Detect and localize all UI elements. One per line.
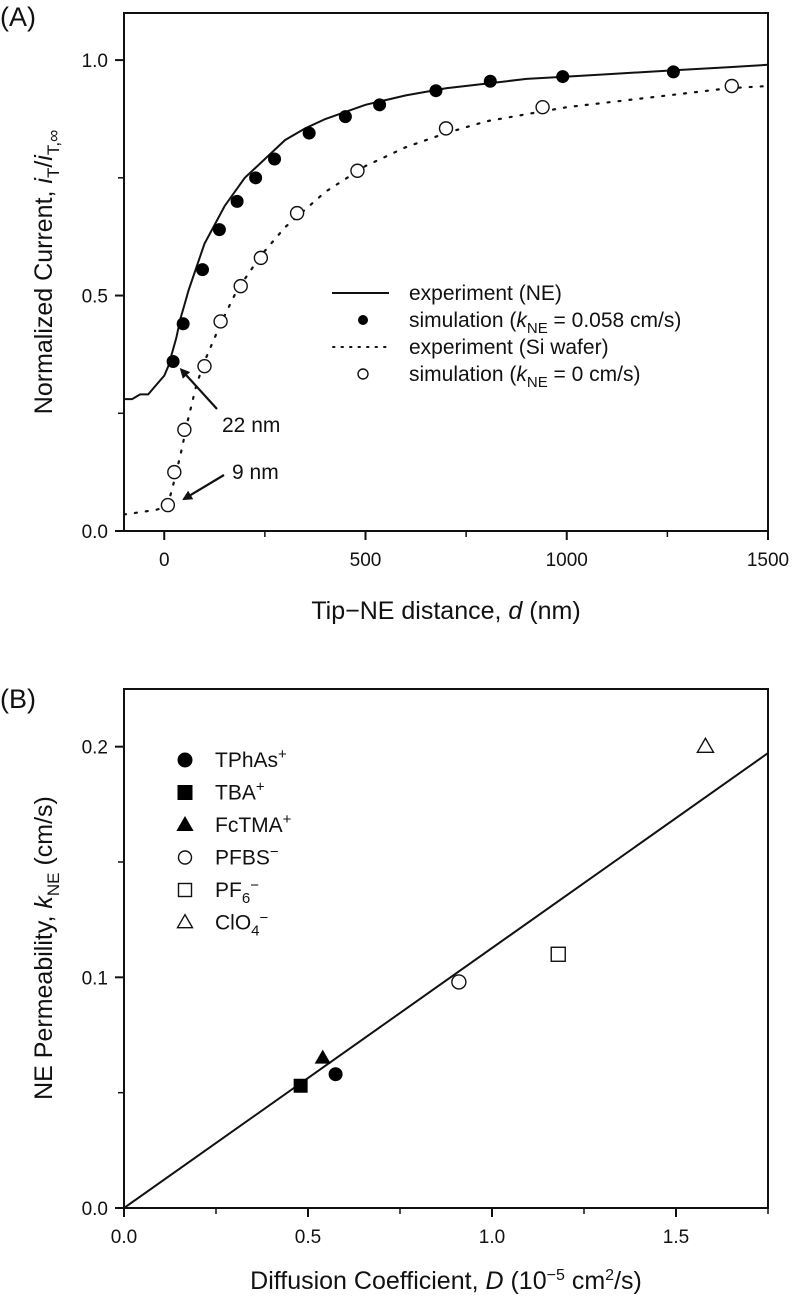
simulation-k0-point [177, 422, 192, 437]
simulation-k0-point [350, 163, 365, 178]
panel-b-plot-frame [123, 688, 769, 1209]
simulation-k0-point [233, 278, 248, 294]
legend-label-fctma: FcTMA+ [215, 811, 292, 837]
panel-b-legend: TPhAs+ TBA+ FcTMA+ PFBS− PF6−ClO4− [176, 746, 292, 940]
panel-a-x-axis-label: Tip−NE distance, d (nm) [311, 597, 580, 625]
simulation-k0058-point [666, 65, 680, 79]
panel-b-ticks: 0.0 0.5 1.0 1.5 0.0 0.1 0.2 [82, 738, 769, 1248]
panel-a-x-tick-label: 0 [159, 550, 170, 571]
simulation-k0058-point [166, 354, 180, 368]
panel-b-x-axis-label: Diffusion Coefficient, D (10−5 cm2/s) [250, 1267, 642, 1295]
legend-open-square-icon [177, 882, 193, 898]
simulation-k0058-point [249, 171, 263, 185]
panel-b-y-axis-label: NE Permeability, kNE (cm/s) [30, 796, 63, 1100]
linear-fit-line [123, 752, 769, 1209]
simulation-k0058-point [302, 126, 316, 140]
legend-label-pfbs: PFBS− [215, 844, 279, 870]
simulation-k0-point [253, 250, 269, 266]
annotation-9nm-arrow [182, 474, 225, 501]
series-experiment-ne-line [124, 63, 769, 401]
simulation-k0-point [197, 358, 212, 374]
legend-label-pf: PF6− [215, 877, 259, 907]
legend-label: simulation (kNE = 0 cm/s) [409, 363, 641, 391]
simulation-k0058-point [556, 70, 570, 84]
data-point-tphas [328, 1067, 343, 1082]
panel-a-x-tick-label: 1500 [747, 550, 789, 571]
legend-label: experiment (NE) [409, 282, 562, 305]
panel-b-fit-line [123, 752, 769, 1209]
panel-a-ticks: 0 500 1000 1500 0.0 0.5 1.0 [82, 51, 790, 571]
legend-label-tba: TBA+ [215, 779, 265, 805]
simulation-k0-point [724, 78, 739, 94]
legend-filled-square-icon [177, 785, 193, 800]
simulation-k0058-point [212, 223, 226, 237]
panel-a-y-tick-label: 0.5 [82, 287, 108, 308]
legend-filled-circle-icon [177, 752, 193, 768]
simulation-k0058-point [230, 194, 244, 208]
panel-a: (A) 0 500 1000 1500 0.0 0.5 1.0 experiment (NE… [0, 2, 789, 625]
series-experiment-si-wafer-line [122, 84, 770, 516]
legend-filled-circle-icon [358, 315, 368, 325]
legend-label-clo: ClO4− [215, 910, 269, 940]
simulation-k0058-point [429, 84, 443, 98]
data-point-pfbs [451, 974, 467, 990]
annotation-22nm-arrow [179, 367, 218, 410]
data-point-fctma [314, 1049, 331, 1064]
simulation-k0-point [438, 121, 454, 136]
simulation-k0-point [160, 497, 176, 513]
simulation-k0058-point [483, 74, 497, 88]
panel-b-x-tick-label: 0.5 [295, 1227, 321, 1248]
legend-label: experiment (Si wafer) [409, 336, 609, 359]
data-point-pf [550, 946, 566, 962]
simulation-k0058-point [268, 152, 282, 166]
panel-b-series [293, 736, 715, 1093]
panel-b-y-tick-label: 0.1 [82, 968, 108, 989]
legend-label: simulation (kNE = 0.058 cm/s) [409, 309, 681, 337]
simulation-k0-point [213, 314, 228, 329]
panel-b-x-tick-label: 1.0 [479, 1227, 505, 1248]
panel-b-y-tick-label: 0.0 [82, 1199, 108, 1220]
panel-a-x-tick-label: 500 [350, 550, 382, 571]
panel-b: (B) 0.0 0.5 1.0 1.5 0.0 0.1 0.2 TPhAs+ TBA+ FcTM… [0, 684, 769, 1295]
legend-label-tphas: TPhAs+ [215, 746, 287, 772]
panel-b-label: (B) [0, 684, 36, 714]
panel-b-x-tick-label: 1.5 [663, 1227, 689, 1248]
panel-a-label: (A) [0, 2, 36, 32]
legend-open-circle-icon [177, 850, 193, 865]
panel-a-plot-frame [123, 12, 769, 532]
annotation-22nm-label: 22 nm [222, 414, 280, 437]
legend-open-triangle-icon [176, 913, 194, 929]
panel-a-annotations: 22 nm 9 nm [179, 367, 280, 501]
panel-a-series [122, 63, 770, 516]
panel-a-legend: experiment (NE) simulation (kNE = 0.058 c… [332, 282, 681, 391]
simulation-k0-point [167, 464, 182, 480]
simulation-k0058-point [195, 263, 209, 277]
simulation-k0058-point [373, 98, 387, 112]
annotation-9nm-label: 9 nm [232, 461, 279, 484]
panel-a-x-tick-label: 1000 [546, 550, 588, 571]
panel-a-y-axis-label: Normalized Current, iT/iT,∞ [30, 130, 63, 414]
data-point-tba [293, 1078, 308, 1093]
simulation-k0-point [535, 99, 550, 115]
panel-a-y-tick-label: 1.0 [82, 51, 108, 72]
legend-filled-triangle-icon [176, 816, 194, 831]
panel-a-y-tick-label: 0.0 [82, 522, 108, 543]
panel-b-x-tick-label: 0.0 [111, 1227, 137, 1248]
simulation-k0058-point [338, 110, 352, 124]
panel-b-y-tick-label: 0.2 [82, 738, 108, 759]
simulation-k0058-point [176, 317, 190, 331]
data-point-clo [696, 736, 715, 753]
simulation-k0-point [289, 205, 305, 221]
legend-open-circle-icon [357, 368, 369, 380]
